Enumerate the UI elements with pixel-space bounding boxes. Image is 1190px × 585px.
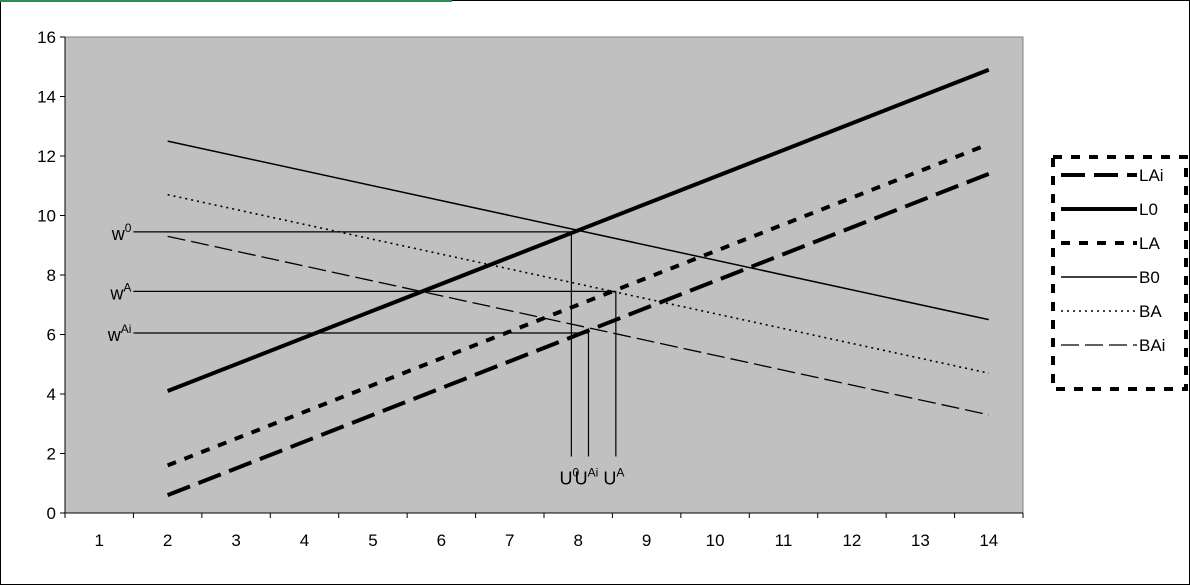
x-tick-label: 10	[706, 531, 725, 550]
series-line-bai	[167, 235, 989, 416]
legend-label: BAi	[1139, 336, 1165, 355]
x-tick-label: 7	[505, 531, 514, 550]
annotation-label-w: wA	[109, 280, 131, 303]
x-tick-label: 5	[368, 531, 377, 550]
x-tick-label: 14	[979, 531, 998, 550]
legend-label: LA	[1139, 234, 1160, 253]
y-tick-label: 8	[47, 266, 56, 285]
legend-box	[1051, 155, 1188, 391]
y-tick-label: 10	[37, 207, 56, 226]
plot-area	[64, 36, 1024, 514]
y-tick-label: 0	[47, 504, 56, 523]
series-line-ba	[167, 193, 989, 374]
y-tick-label: 12	[37, 147, 56, 166]
legend-label: BA	[1139, 302, 1162, 321]
series-line-b0	[167, 140, 989, 321]
series-line-la	[166, 142, 990, 468]
x-tick-label: 2	[163, 531, 172, 550]
legend-label: LAi	[1139, 166, 1164, 185]
annotation-label-u: UA	[603, 465, 624, 488]
annotation-label-w: w0	[111, 221, 132, 244]
y-tick-label: 14	[37, 88, 56, 107]
series-line-lai	[166, 171, 990, 498]
top-accent-line	[0, 0, 452, 2]
y-tick-label: 2	[47, 445, 56, 464]
x-tick-label: 12	[842, 531, 861, 550]
x-tick-label: 1	[94, 531, 103, 550]
x-tick-label: 4	[300, 531, 309, 550]
x-tick-label: 11	[775, 531, 793, 550]
x-tick-label: 3	[231, 531, 240, 550]
y-tick-label: 4	[47, 385, 56, 404]
y-tick-label: 16	[37, 28, 56, 47]
annotation-label-u: U0	[560, 465, 580, 488]
annotation-label-u: UAi	[575, 465, 599, 488]
x-tick-label: 8	[573, 531, 582, 550]
y-tick-label: 6	[47, 326, 56, 345]
legend-label: B0	[1139, 268, 1160, 287]
x-tick-label: 13	[911, 531, 930, 550]
annotation-label-w: wAi	[107, 322, 132, 345]
legend-label: L0	[1139, 200, 1158, 219]
x-tick-label: 9	[642, 531, 651, 550]
x-tick-label: 6	[437, 531, 446, 550]
